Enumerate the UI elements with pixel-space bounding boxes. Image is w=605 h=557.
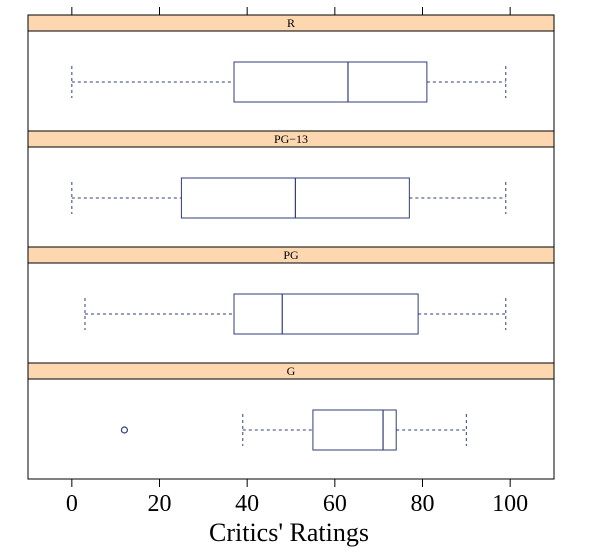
x-tick-label: 80: [411, 491, 435, 517]
x-tick-label: 0: [66, 491, 78, 517]
strip-label: R: [287, 16, 295, 30]
iqr-box: [312, 409, 397, 451]
strip-label: G: [287, 364, 296, 378]
strip-label: PG: [283, 248, 299, 262]
panel-1: PG−13: [27, 130, 555, 248]
strip-label: PG−13: [274, 132, 308, 146]
panel-frame: [27, 378, 555, 480]
x-axis-title: Critics' Ratings: [209, 518, 369, 547]
x-axis: 0 20 40 60 80 100: [66, 7, 528, 517]
x-tick-label: 60: [323, 491, 347, 517]
panels-group: R PG−13 PG G: [27, 14, 555, 480]
x-tick-label: 20: [148, 491, 172, 517]
panel-0: R: [27, 14, 555, 132]
outlier-point: [120, 426, 129, 434]
x-tick-label: 40: [235, 491, 259, 517]
x-tick-label: 100: [492, 491, 528, 517]
panel-3: G: [27, 362, 555, 480]
panel-2: PG: [27, 246, 555, 364]
iqr-box: [233, 61, 428, 103]
iqr-box: [233, 293, 419, 335]
